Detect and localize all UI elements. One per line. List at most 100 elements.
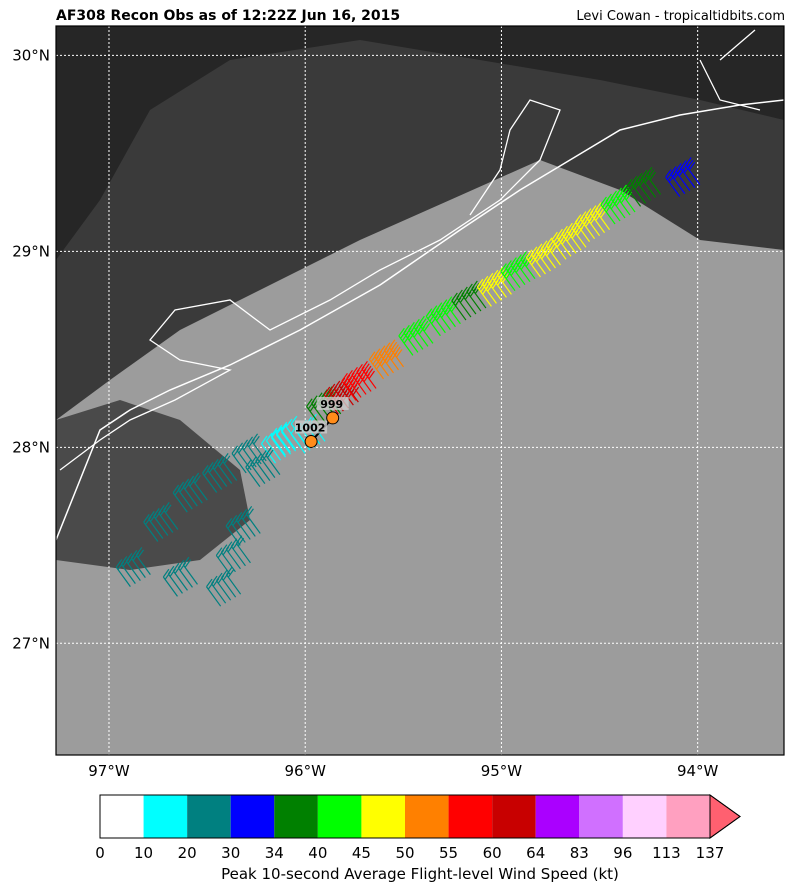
barb-staff (222, 460, 238, 481)
barb-feather (231, 445, 239, 454)
colorbar-tick-label: 40 (308, 844, 327, 862)
barb-feather (500, 263, 507, 272)
barb-staff (398, 335, 414, 356)
barb-feather (474, 285, 482, 294)
barb-feather (471, 280, 478, 290)
barb-feather (368, 351, 376, 360)
barb-staff (172, 492, 188, 513)
barb-staff (418, 323, 434, 344)
barb-feather (221, 569, 228, 579)
barb-feather (182, 478, 190, 488)
barb-feather (392, 344, 399, 353)
barb-feather (306, 398, 313, 407)
barb-feather (212, 459, 219, 468)
colorbar-box (535, 795, 580, 838)
barb-feather (356, 363, 363, 373)
wind-barb (215, 535, 251, 576)
barb-staff (231, 453, 247, 474)
barb-feather (137, 549, 145, 558)
barb-feather (323, 386, 331, 396)
barb-feather (361, 360, 368, 370)
barb-staff (130, 557, 146, 578)
barb-feather (187, 475, 195, 485)
barb-feather (481, 275, 489, 285)
colorbar-tick-label: 0 (95, 844, 105, 862)
barb-staff (230, 546, 246, 567)
barb-feather (275, 424, 283, 434)
barb-feather (230, 514, 238, 524)
colorbar-box (579, 795, 623, 838)
colorbar-box (492, 795, 536, 838)
barb-feather (584, 208, 592, 217)
barb-feather (625, 178, 633, 188)
barb-staff (605, 201, 621, 222)
colorbar-tick-label: 20 (178, 844, 197, 862)
barb-staff (280, 431, 297, 452)
wind-barb (231, 433, 267, 474)
barb-feather (522, 253, 529, 263)
barb-staff (275, 432, 291, 453)
barb-staff (551, 239, 567, 260)
barb-feather (260, 450, 267, 459)
barb-staff (491, 277, 507, 298)
barb-feather (177, 559, 185, 569)
barb-staff (270, 437, 287, 458)
barb-feather (227, 569, 235, 578)
barb-staff (235, 543, 251, 564)
barb-staff (226, 574, 242, 595)
barb-feather (535, 243, 543, 252)
barb-feather (635, 172, 643, 182)
colorbar-tick-label: 50 (395, 844, 414, 862)
barb-staff (172, 570, 188, 591)
barb-staff (275, 434, 292, 455)
barb-feather (158, 505, 165, 514)
wind-barb (425, 296, 461, 337)
barb-staff (561, 233, 577, 254)
dropsonde (304, 434, 318, 448)
y-tick-label: 29°N (12, 242, 50, 260)
barb-staff (192, 480, 208, 501)
colorbar-tick-label: 60 (483, 844, 502, 862)
barb-feather (466, 283, 473, 293)
barb-staff (635, 180, 652, 201)
colorbar-box (230, 795, 275, 838)
wind-barb (115, 547, 151, 587)
title: AF308 Recon Obs as of 12:22Z Jun 16, 201… (56, 8, 400, 24)
barb-staff (163, 509, 179, 530)
barb-feather (120, 556, 128, 565)
colorbar-tick-label: 30 (221, 844, 240, 862)
colorbar-box (666, 795, 710, 838)
wind-barb (574, 202, 611, 243)
barb-staff (245, 513, 261, 534)
barb-feather (177, 481, 185, 491)
barb-staff (456, 297, 472, 318)
barb-feather (247, 508, 254, 517)
barb-staff (255, 460, 271, 481)
barb-feather (476, 278, 484, 288)
barb-feather (670, 166, 677, 175)
barb-staff (525, 257, 541, 278)
colorbar-tick-label: 83 (570, 844, 589, 862)
barb-feather (366, 368, 374, 377)
barb-feather (206, 578, 213, 588)
barb-feather (394, 346, 401, 356)
barb-staff (640, 177, 657, 198)
barb-feather (408, 321, 415, 331)
barb-feather (505, 260, 512, 269)
wind-barb (500, 251, 536, 292)
barb-feather (520, 251, 527, 260)
barb-feather (594, 202, 602, 211)
wind-barb (206, 566, 242, 607)
barb-feather (675, 163, 682, 172)
barb-staff (408, 329, 424, 350)
barb-feather (451, 292, 458, 302)
barb-feather (589, 205, 597, 214)
barb-staff (665, 176, 681, 197)
barb-feather (647, 169, 655, 178)
barb-staff (610, 198, 626, 219)
barb-feather (245, 459, 252, 468)
barb-feather (395, 349, 403, 358)
barb-feather (556, 228, 563, 238)
barb-staff (187, 483, 203, 504)
wind-barb (225, 505, 261, 546)
